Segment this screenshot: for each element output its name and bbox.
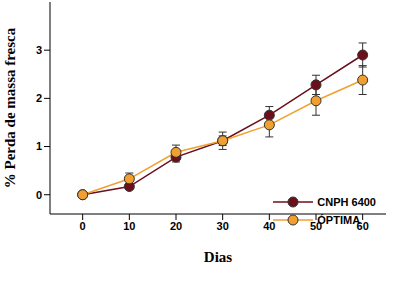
svg-text:0: 0 xyxy=(80,220,86,232)
svg-text:40: 40 xyxy=(263,220,275,232)
html-text:CNPH 6400: CNPH 6400 xyxy=(317,196,376,208)
svg-text:10: 10 xyxy=(123,220,135,232)
svg-text:% Perda de massa fresca: % Perda de massa fresca xyxy=(8,27,18,188)
svg-text:60: 60 xyxy=(357,220,369,232)
svg-text:30: 30 xyxy=(217,220,229,232)
svg-text:3: 3 xyxy=(36,44,42,56)
svg-text:2: 2 xyxy=(36,92,42,104)
svg-text:Dias: Dias xyxy=(204,249,233,265)
svg-text:0: 0 xyxy=(36,189,42,201)
svg-text:50: 50 xyxy=(310,220,322,232)
svg-text:20: 20 xyxy=(170,220,182,232)
html-text:ÓPTIMA: ÓPTIMA xyxy=(317,214,361,226)
svg-text:1: 1 xyxy=(36,140,42,152)
